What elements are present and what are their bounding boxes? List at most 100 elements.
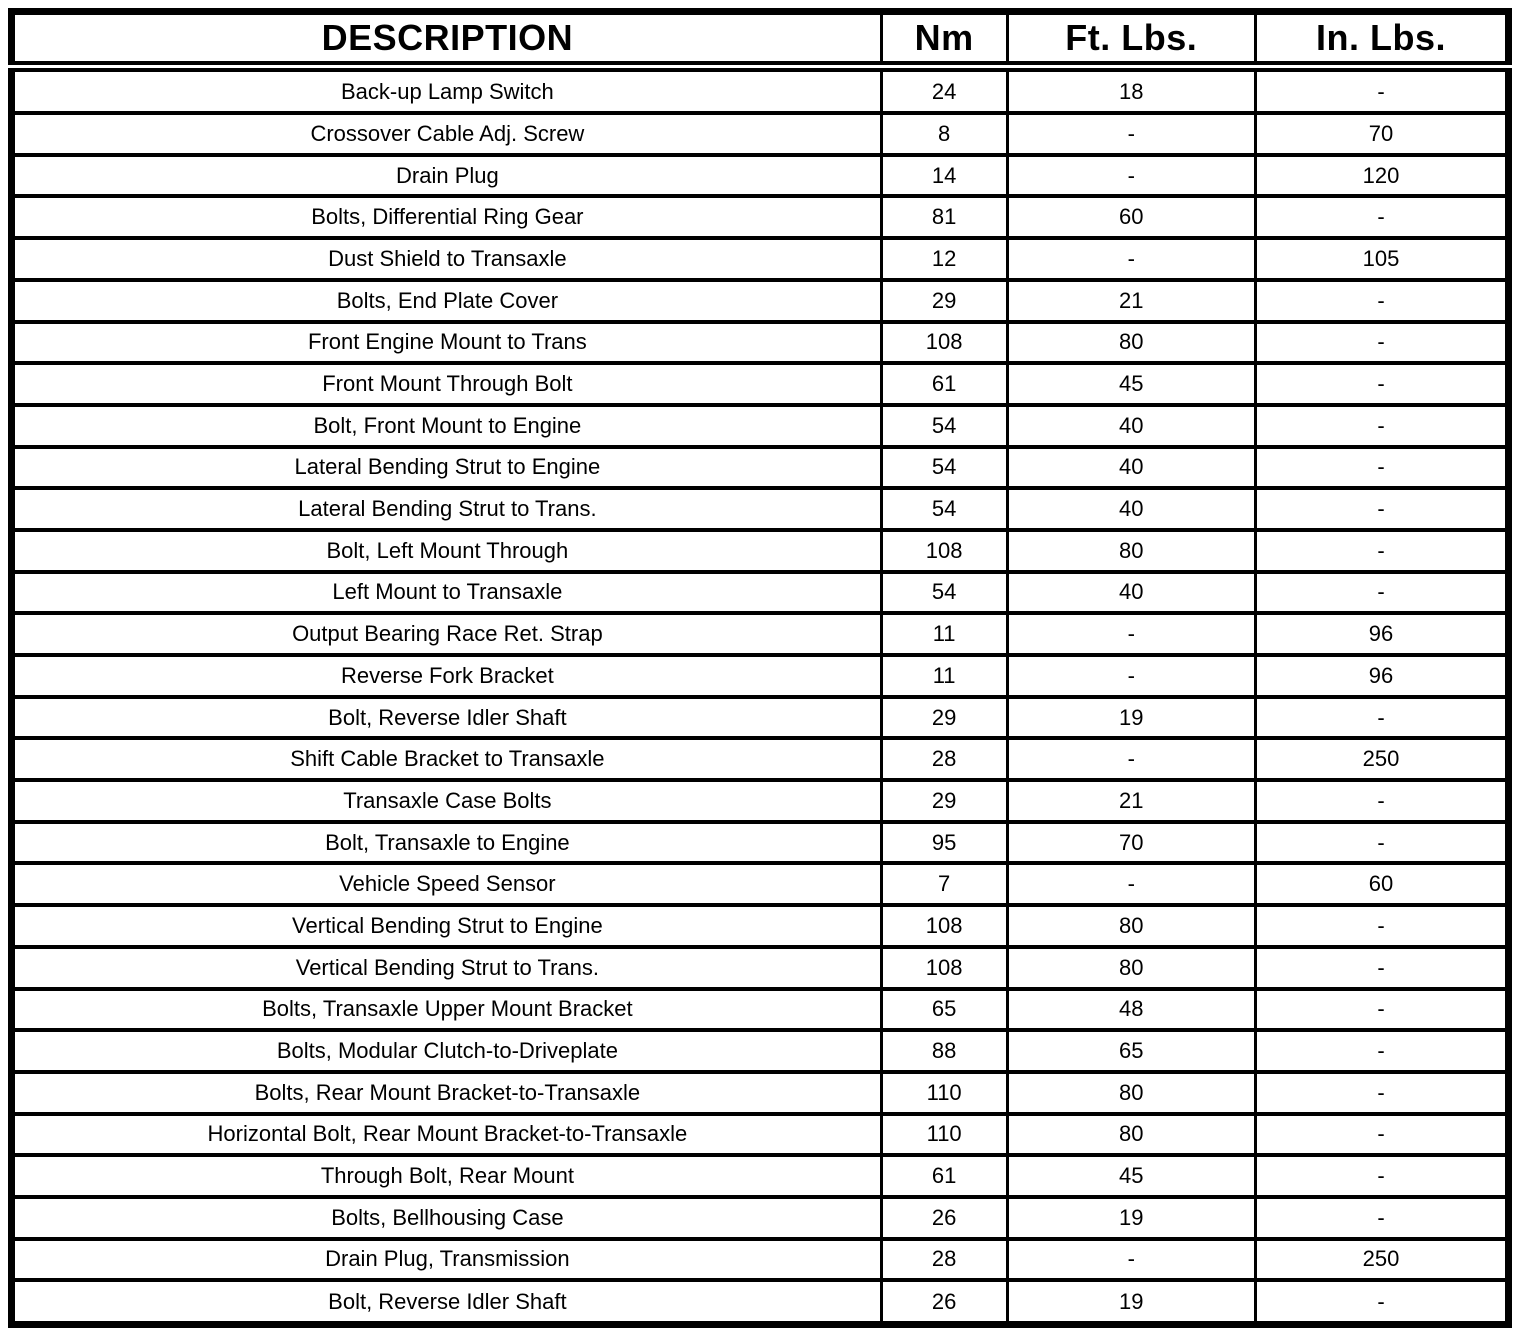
cell-ft-lbs: 40 xyxy=(1005,402,1257,449)
cell-nm: 26 xyxy=(879,1278,1009,1327)
cell-nm: 8 xyxy=(879,111,1009,157)
cell-in-lbs: - xyxy=(1254,694,1510,741)
cell-in-lbs: - xyxy=(1254,944,1510,991)
cell-description: Transaxle Case Bolts xyxy=(10,778,883,824)
table-row: Dust Shield to Transaxle 12-105 xyxy=(10,236,1510,282)
cell-nm: 14 xyxy=(879,152,1009,199)
cell-ft-lbs: 45 xyxy=(1005,361,1257,407)
cell-in-lbs: - xyxy=(1254,1194,1510,1241)
table-row: Crossover Cable Adj. Screw 8-70 xyxy=(10,111,1510,157)
cell-nm: 26 xyxy=(879,1194,1009,1241)
cell-nm: 29 xyxy=(879,694,1009,741)
cell-ft-lbs: 40 xyxy=(1005,444,1257,491)
cell-description: Bolt, Reverse Idler Shaft xyxy=(10,1278,883,1327)
table-row: Bolts, Modular Clutch-to-Driveplate 88 65- xyxy=(10,1028,1510,1074)
cell-ft-lbs: 80 xyxy=(1005,319,1257,366)
cell-ft-lbs: 80 xyxy=(1005,527,1257,574)
cell-in-lbs: - xyxy=(1254,486,1510,532)
cell-in-lbs: - xyxy=(1254,1278,1510,1327)
cell-in-lbs: 250 xyxy=(1254,736,1510,783)
cell-in-lbs: - xyxy=(1254,819,1510,866)
cell-in-lbs: - xyxy=(1254,778,1510,824)
table-row: Bolt, Transaxle to Engine 95 70- xyxy=(10,819,1510,866)
cell-in-lbs: 250 xyxy=(1254,1236,1510,1283)
table-row: Drain Plug 14-120 xyxy=(10,152,1510,199)
cell-description: Bolts, Transaxle Upper Mount Bracket xyxy=(10,986,883,1033)
cell-nm: 108 xyxy=(879,527,1009,574)
cell-ft-lbs: 80 xyxy=(1005,903,1257,949)
cell-nm: 7 xyxy=(879,861,1009,908)
cell-in-lbs: - xyxy=(1254,319,1510,366)
cell-ft-lbs: 21 xyxy=(1005,277,1257,324)
cell-in-lbs: - xyxy=(1254,1069,1510,1116)
cell-description: Bolts, Modular Clutch-to-Driveplate xyxy=(10,1028,883,1074)
cell-in-lbs: 60 xyxy=(1254,861,1510,908)
cell-nm: 88 xyxy=(879,1028,1009,1074)
cell-in-lbs: - xyxy=(1254,64,1510,116)
table-row: Bolt, Front Mount to Engine 54 40- xyxy=(10,402,1510,449)
cell-nm: 65 xyxy=(879,986,1009,1033)
column-header-in-lbs: In. Lbs. xyxy=(1254,10,1510,72)
table-row: Bolts, End Plate Cover 29 21- xyxy=(10,277,1510,324)
cell-in-lbs: 70 xyxy=(1254,111,1510,157)
torque-table-body: Back-up Lamp Switch 24 18- Crossover Cable … xyxy=(10,64,1510,1327)
table-row: Front Engine Mount to Trans 108 80- xyxy=(10,319,1510,366)
table-row: Horizontal Bolt, Rear Mount Bracket-to-T… xyxy=(10,1111,1510,1158)
cell-description: Shift Cable Bracket to Transaxle xyxy=(10,736,883,783)
cell-nm: 110 xyxy=(879,1111,1009,1158)
table-row: Shift Cable Bracket to Transaxle 28-250 xyxy=(10,736,1510,783)
cell-ft-lbs: 80 xyxy=(1005,1069,1257,1116)
cell-ft-lbs: 19 xyxy=(1005,694,1257,741)
cell-ft-lbs: 48 xyxy=(1005,986,1257,1033)
cell-description: Through Bolt, Rear Mount xyxy=(10,1153,883,1199)
cell-in-lbs: - xyxy=(1254,444,1510,491)
cell-in-lbs: - xyxy=(1254,402,1510,449)
cell-nm: 108 xyxy=(879,319,1009,366)
cell-in-lbs: - xyxy=(1254,903,1510,949)
cell-description: Front Mount Through Bolt xyxy=(10,361,883,407)
table-row: Front Mount Through Bolt 61 45- xyxy=(10,361,1510,407)
cell-ft-lbs: - xyxy=(1005,736,1257,783)
cell-description: Left Mount to Transaxle xyxy=(10,569,883,616)
cell-in-lbs: - xyxy=(1254,277,1510,324)
cell-description: Bolt, Transaxle to Engine xyxy=(10,819,883,866)
cell-ft-lbs: 40 xyxy=(1005,486,1257,532)
cell-in-lbs: 105 xyxy=(1254,236,1510,282)
cell-nm: 61 xyxy=(879,361,1009,407)
table-row: Lateral Bending Strut to Trans. 54 40- xyxy=(10,486,1510,532)
cell-ft-lbs: - xyxy=(1005,152,1257,199)
cell-description: Bolt, Reverse Idler Shaft xyxy=(10,694,883,741)
cell-description: Vertical Bending Strut to Engine xyxy=(10,903,883,949)
cell-nm: 29 xyxy=(879,778,1009,824)
cell-nm: 108 xyxy=(879,903,1009,949)
cell-nm: 54 xyxy=(879,569,1009,616)
cell-nm: 24 xyxy=(879,64,1009,116)
cell-ft-lbs: 19 xyxy=(1005,1278,1257,1327)
cell-nm: 54 xyxy=(879,444,1009,491)
cell-in-lbs: - xyxy=(1254,986,1510,1033)
table-row: Vehicle Speed Sensor 7-60 xyxy=(10,861,1510,908)
column-header-description: DESCRIPTION xyxy=(10,10,883,72)
table-row: Through Bolt, Rear Mount 61 45- xyxy=(10,1153,1510,1199)
table-row: Transaxle Case Bolts 29 21- xyxy=(10,778,1510,824)
cell-nm: 28 xyxy=(879,736,1009,783)
cell-description: Bolt, Left Mount Through xyxy=(10,527,883,574)
cell-ft-lbs: - xyxy=(1005,236,1257,282)
cell-nm: 12 xyxy=(879,236,1009,282)
table-row: Bolt, Left Mount Through 108 80- xyxy=(10,527,1510,574)
cell-ft-lbs: 45 xyxy=(1005,1153,1257,1199)
cell-ft-lbs: 18 xyxy=(1005,64,1257,116)
cell-ft-lbs: 40 xyxy=(1005,569,1257,616)
cell-nm: 54 xyxy=(879,486,1009,532)
cell-description: Bolts, Rear Mount Bracket-to-Transaxle xyxy=(10,1069,883,1116)
table-row: Reverse Fork Bracket 11-96 xyxy=(10,653,1510,699)
table-row: Bolt, Reverse Idler Shaft 29 19- xyxy=(10,694,1510,741)
cell-ft-lbs: 65 xyxy=(1005,1028,1257,1074)
cell-in-lbs: - xyxy=(1254,1153,1510,1199)
table-row: Vertical Bending Strut to Engine 108 80- xyxy=(10,903,1510,949)
cell-description: Bolt, Front Mount to Engine xyxy=(10,402,883,449)
cell-ft-lbs: - xyxy=(1005,611,1257,657)
cell-ft-lbs: 21 xyxy=(1005,778,1257,824)
cell-description: Bolts, Differential Ring Gear xyxy=(10,194,883,241)
